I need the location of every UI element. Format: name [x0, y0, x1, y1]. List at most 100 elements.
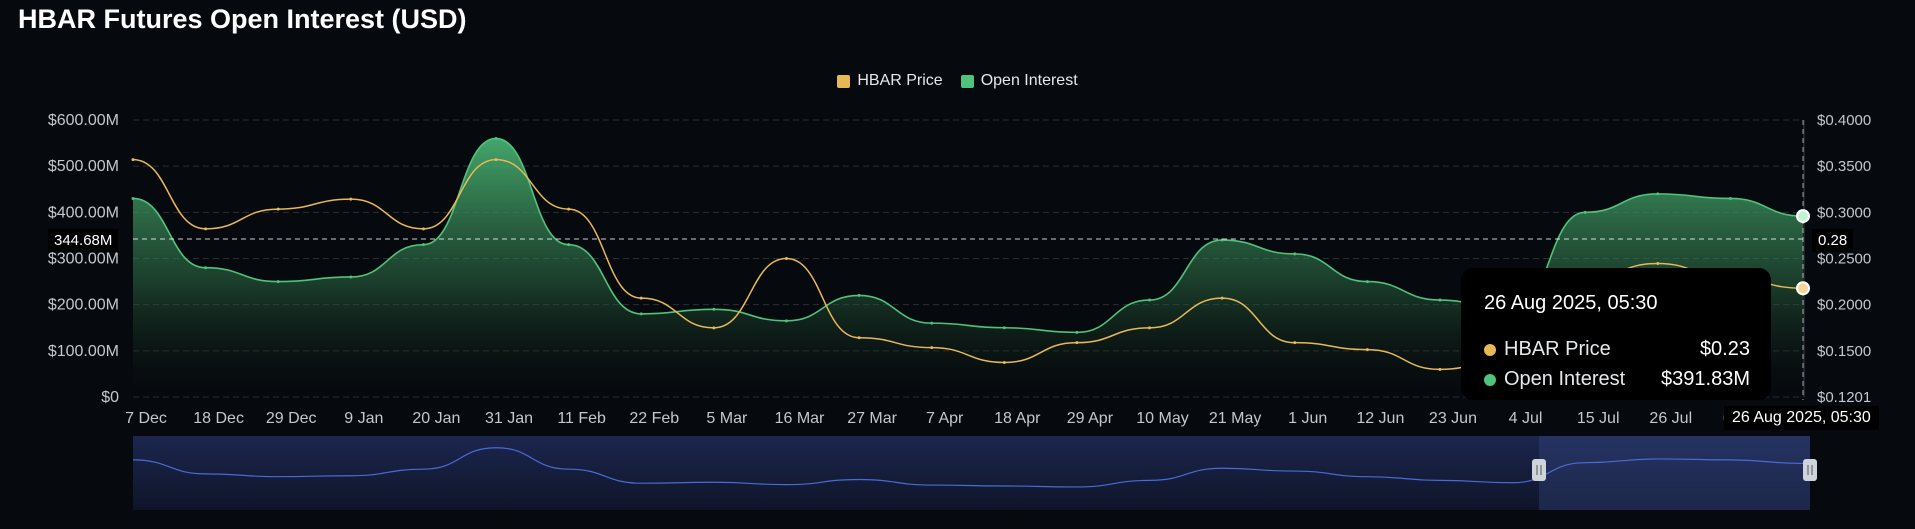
hbar-price-point — [421, 227, 425, 231]
hbar-price-point — [567, 207, 571, 211]
y-left-tick-label: $500.00M — [48, 158, 119, 175]
y-left-tick-label: $100.00M — [48, 343, 119, 360]
hbar-price-point — [1075, 341, 1079, 345]
open-interest-point — [1728, 196, 1732, 200]
open-interest-point — [1365, 280, 1369, 284]
hbar-price-point — [639, 296, 643, 300]
legend-swatch-oi — [960, 74, 974, 88]
chart-legend: HBAR Price Open Interest — [0, 72, 1915, 90]
hover-marker-price — [1796, 281, 1810, 296]
open-interest-point — [421, 243, 425, 247]
tooltip-row-oi: Open Interest $391.83M — [1484, 368, 1750, 391]
open-interest-point — [784, 319, 788, 323]
open-interest-point — [494, 136, 498, 140]
y-left-tick-label: $300.00M — [48, 251, 119, 268]
x-tick-label: 9 Jan — [344, 410, 383, 427]
y-right-tick-label: $0.2500 — [1817, 251, 1871, 268]
y-right-axis: $0.1201 $0.1500 $0.2000 $0.2500 $0.3000 $0.35… — [1803, 112, 1871, 406]
crosshair-y-label: 344.68M — [48, 229, 119, 252]
y-left-tick-label: $200.00M — [48, 297, 119, 314]
navigator-line — [132, 447, 1804, 488]
tooltip-row-price: HBAR Price $0.23 — [1484, 338, 1750, 361]
x-tick-label: 18 Apr — [994, 410, 1041, 427]
x-tick-label: 29 Apr — [1067, 410, 1114, 427]
x-tick-label: 29 Dec — [266, 410, 317, 427]
hover-markers — [1796, 209, 1810, 296]
navigator-right-handle[interactable] — [1803, 459, 1817, 481]
open-interest-point — [276, 280, 280, 284]
open-interest-point — [712, 307, 716, 311]
tooltip-label-oi: Open Interest — [1504, 368, 1626, 390]
open-interest-point — [639, 312, 643, 316]
chart-title: HBAR Futures Open Interest (USD) — [18, 4, 467, 34]
hbar-price-point — [494, 158, 498, 162]
x-tick-label: 16 Mar — [775, 410, 825, 427]
legend-label-oi: Open Interest — [980, 72, 1078, 89]
y-right-tick-label: $0.4000 — [1817, 112, 1871, 129]
hbar-price-point — [1148, 326, 1152, 330]
tooltip-value-price: $0.23 — [1699, 338, 1750, 360]
hbar-price-point — [930, 346, 934, 350]
open-interest-point — [1438, 298, 1442, 302]
y-right-tick-label: $0.3500 — [1817, 158, 1871, 175]
legend-item-open-interest[interactable]: Open Interest — [960, 72, 1078, 90]
open-interest-point — [930, 321, 934, 325]
y-left-tick-label: $600.00M — [48, 112, 119, 129]
x-axis: 7 Dec 18 Dec 29 Dec 9 Jan 20 Jan 31 Jan 11 Feb… — [125, 410, 1764, 427]
legend-swatch-price — [837, 74, 851, 88]
hbar-price-point — [1002, 360, 1006, 364]
hover-marker-oi — [1796, 209, 1810, 224]
navigator-left-handle[interactable] — [1532, 459, 1546, 481]
open-interest-point — [857, 293, 861, 297]
hbar-price-point — [1293, 341, 1297, 345]
crosshair-right-label: 0.28 — [1812, 229, 1854, 252]
x-tick-label: 15 Jul — [1577, 410, 1620, 427]
tooltip-dot-oi — [1484, 373, 1496, 386]
hbar-price-point — [1220, 296, 1224, 300]
hbar-price-point — [784, 257, 788, 261]
x-tick-label: 7 Apr — [926, 410, 964, 427]
legend-item-hbar-price[interactable]: HBAR Price — [837, 72, 943, 90]
x-tick-label: 18 Dec — [193, 410, 244, 427]
hbar-price-point — [1656, 261, 1660, 265]
hbar-price-point — [1438, 367, 1442, 371]
crosshair-x-label: 26 Aug 2025, 05:30 — [1724, 406, 1879, 430]
open-interest-point — [567, 243, 571, 247]
y-right-tick-label: $0.3000 — [1817, 204, 1871, 221]
open-interest-area — [133, 138, 1803, 397]
hbar-price-point — [712, 326, 716, 330]
tooltip-value-oi: $391.83M — [1661, 368, 1750, 390]
y-right-tick-label: $0.1201 — [1817, 389, 1871, 406]
x-tick-label: 1 Jun — [1288, 410, 1327, 427]
hbar-price-point — [857, 336, 861, 340]
hbar-price-point — [276, 207, 280, 211]
open-interest-point — [131, 196, 135, 200]
x-tick-label: 31 Jan — [485, 410, 533, 427]
hbar-price-point — [131, 158, 135, 162]
chart-tooltip: 26 Aug 2025, 05:30 HBAR Price $0.23 Open… — [1461, 268, 1771, 400]
legend-label-price: HBAR Price — [857, 72, 943, 89]
y-left-tick-label: $0 — [101, 389, 119, 406]
y-left-tick-label: $400.00M — [48, 204, 119, 221]
navigator-track[interactable] — [133, 436, 1810, 510]
x-tick-label: 20 Jan — [412, 410, 460, 427]
tooltip-dot-price — [1484, 343, 1496, 356]
navigator-selection[interactable] — [1539, 436, 1810, 510]
x-tick-label: 23 Jun — [1429, 410, 1477, 427]
open-interest-point — [1148, 298, 1152, 302]
hbar-price-point — [349, 197, 353, 201]
x-tick-label: 5 Mar — [706, 410, 748, 427]
x-tick-label: 10 May — [1136, 410, 1188, 427]
tooltip-label-price: HBAR Price — [1504, 338, 1611, 360]
x-tick-label: 7 Dec — [125, 410, 167, 427]
open-interest-point — [1656, 192, 1660, 196]
x-tick-label: 21 May — [1209, 410, 1261, 427]
x-tick-label: 11 Feb — [557, 410, 606, 427]
tooltip-time: 26 Aug 2025, 05:30 — [1484, 292, 1658, 314]
open-interest-point — [1293, 252, 1297, 256]
open-interest-point — [1583, 210, 1587, 214]
x-tick-label: 26 Jul — [1649, 410, 1692, 427]
open-interest-point — [1002, 326, 1006, 330]
x-tick-label: 22 Feb — [629, 410, 679, 427]
